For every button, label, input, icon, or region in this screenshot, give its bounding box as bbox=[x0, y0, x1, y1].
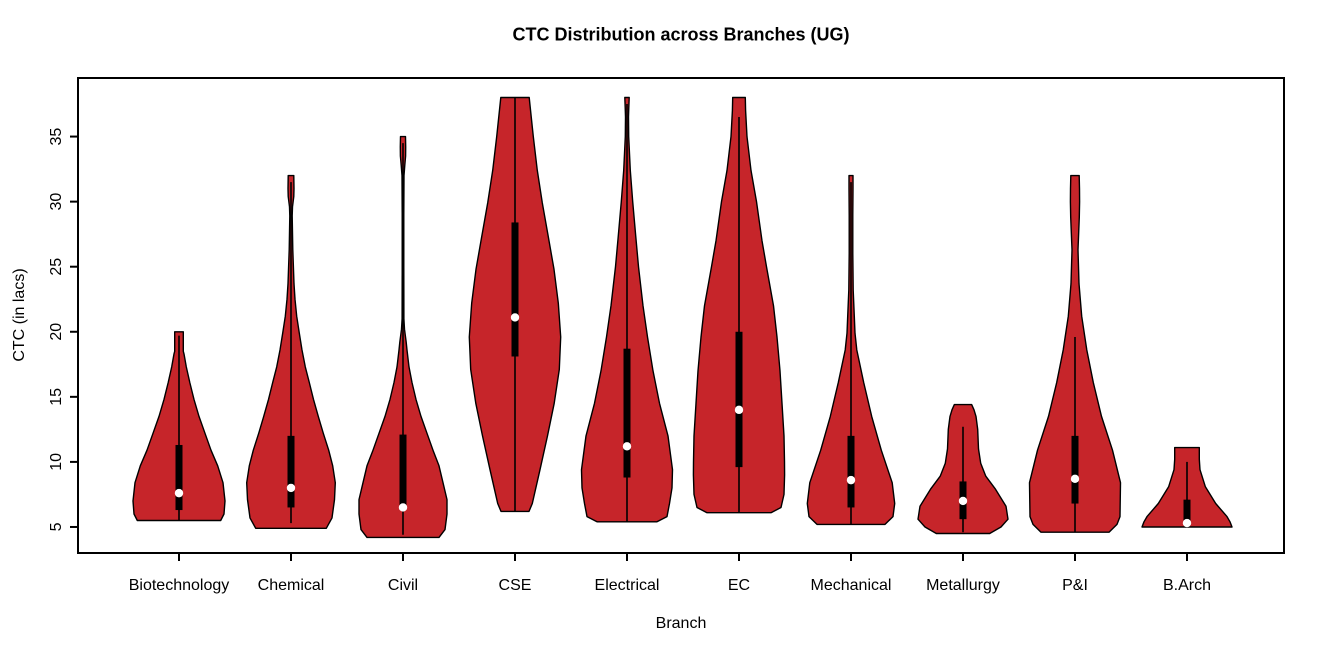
iqr-box-electrical bbox=[623, 348, 631, 478]
iqr-box-civil bbox=[399, 434, 407, 511]
iqr-box-cse bbox=[511, 222, 519, 357]
median-dot-b-arch bbox=[1182, 518, 1192, 528]
iqr-box-mechanical bbox=[847, 435, 855, 508]
median-dot-biotechnology bbox=[174, 488, 184, 498]
y-axis-label: CTC (in lacs) bbox=[11, 268, 28, 362]
y-tick-label: 5 bbox=[48, 522, 65, 531]
iqr-box-ec bbox=[735, 331, 743, 468]
median-dot-chemical bbox=[286, 483, 296, 493]
x-tick-label: B.Arch bbox=[1163, 577, 1211, 594]
median-dot-mechanical bbox=[846, 475, 856, 485]
x-tick-label: Civil bbox=[388, 577, 418, 594]
iqr-box-b-arch bbox=[1183, 499, 1191, 526]
plot-border bbox=[77, 77, 1285, 554]
y-tick-label: 10 bbox=[48, 453, 65, 471]
iqr-box-chemical bbox=[287, 435, 295, 508]
y-tick-label: 15 bbox=[48, 388, 65, 406]
median-dot-ec bbox=[734, 405, 744, 415]
y-tick-label: 25 bbox=[48, 258, 65, 276]
iqr-box-biotechnology bbox=[175, 444, 183, 511]
iqr-box-p-i bbox=[1071, 435, 1079, 504]
median-dot-p-i bbox=[1070, 474, 1080, 484]
x-axis-label: Branch bbox=[655, 615, 707, 632]
x-tick-label: CSE bbox=[499, 577, 532, 594]
y-tick-label: 20 bbox=[48, 323, 65, 341]
y-tick-label: 30 bbox=[48, 193, 65, 211]
median-dot-electrical bbox=[622, 442, 632, 451]
x-tick-label: Biotechnology bbox=[129, 577, 230, 594]
median-dot-metallurgy bbox=[958, 496, 968, 506]
x-tick-label: Chemical bbox=[258, 577, 325, 594]
x-tick-label: P&I bbox=[1062, 577, 1088, 594]
y-tick-label: 35 bbox=[48, 128, 65, 146]
x-tick-label: Mechanical bbox=[811, 577, 892, 594]
median-dot-civil bbox=[398, 503, 408, 512]
x-tick-label: EC bbox=[728, 577, 750, 594]
median-dot-cse bbox=[510, 313, 520, 322]
chart-title: CTC Distribution across Branches (UG) bbox=[512, 24, 850, 45]
x-tick-label: Metallurgy bbox=[926, 577, 1000, 594]
x-tick-label: Electrical bbox=[595, 577, 660, 594]
